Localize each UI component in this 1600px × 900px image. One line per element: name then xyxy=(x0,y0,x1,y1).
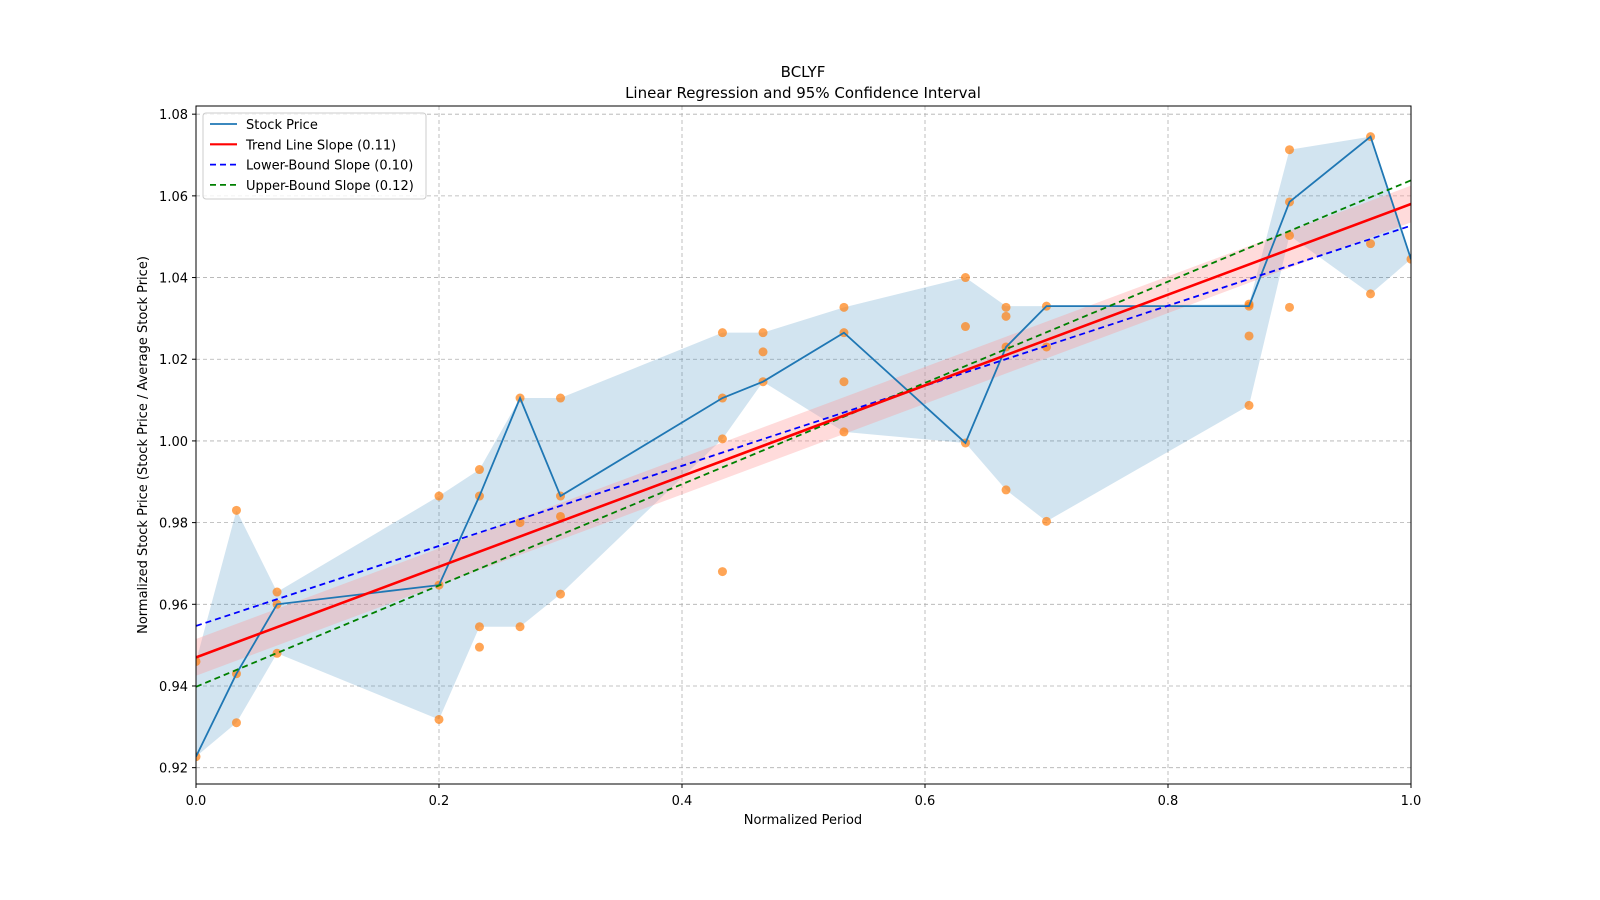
scatter-point xyxy=(1285,302,1294,312)
scatter-point xyxy=(272,587,282,597)
scatter-point xyxy=(758,347,768,357)
y-tick-label: 1.08 xyxy=(159,108,188,123)
x-tick-label: 0.8 xyxy=(1158,794,1179,809)
y-tick-label: 0.98 xyxy=(159,517,188,532)
y-tick-label: 0.94 xyxy=(159,680,188,695)
scatter-point xyxy=(960,322,970,332)
y-tick-label: 1.02 xyxy=(159,353,188,368)
scatter-point xyxy=(231,505,241,515)
scatter-point xyxy=(717,328,727,338)
scatter-point xyxy=(1285,230,1294,240)
scatter-point xyxy=(556,589,565,599)
y-tick-label: 1.00 xyxy=(159,435,188,450)
x-tick-label: 0.6 xyxy=(915,794,936,809)
range-band xyxy=(196,136,1411,757)
legend-item: Stock Price xyxy=(210,118,318,133)
y-tick-label: 0.92 xyxy=(159,762,188,777)
scatter-point xyxy=(196,656,201,666)
scatter-point xyxy=(839,302,849,312)
trend-line xyxy=(196,202,1411,659)
scatter-point xyxy=(1244,331,1254,341)
x-axis: 0.0 0.2 0.4 0.6 0.8 1.0 xyxy=(186,784,1422,809)
scatter-point xyxy=(1285,145,1294,155)
scatter-point xyxy=(434,491,444,501)
scatter-point xyxy=(474,642,484,652)
scatter-point xyxy=(1042,516,1051,526)
legend-item: Upper-Bound Slope (0.12) xyxy=(210,179,414,194)
scatter-point xyxy=(515,622,525,632)
scatter-point xyxy=(758,328,768,338)
x-tick-label: 0.2 xyxy=(429,794,450,809)
scatter-point xyxy=(434,714,444,724)
legend-label: Trend Line Slope (0.11) xyxy=(245,138,396,153)
lower-bound-line xyxy=(196,224,1411,627)
upper-bound-line xyxy=(196,179,1411,688)
scatter-point xyxy=(1366,289,1376,299)
legend-box xyxy=(202,112,427,200)
x-tick-label: 0.4 xyxy=(672,794,693,809)
plot-frame xyxy=(195,105,1412,785)
scatter-point xyxy=(1244,400,1254,410)
y-tick-label: 1.04 xyxy=(159,272,188,287)
legend-item: Lower-Bound Slope (0.10) xyxy=(210,159,413,174)
scatter-point xyxy=(1042,342,1051,352)
y-axis-label: Normalized Stock Price (Stock Price / Av… xyxy=(136,256,151,634)
scatter-point xyxy=(717,567,727,577)
scatter-point xyxy=(556,393,565,403)
chart-subtitle: Linear Regression and 95% Confidence Int… xyxy=(625,84,981,102)
y-axis: 0.92 0.94 0.96 0.98 1.00 1.02 1.04 1.06 1.08 xyxy=(159,108,196,777)
scatter-point xyxy=(474,465,484,475)
scatter-point xyxy=(1001,302,1011,312)
y-tick-label: 1.06 xyxy=(159,190,188,205)
chart-title: BCLYF xyxy=(781,63,826,81)
scatter-point xyxy=(515,518,525,528)
scatter-point xyxy=(272,648,282,658)
plot-area xyxy=(196,132,1411,762)
x-axis-label: Normalized Period xyxy=(744,813,862,828)
scatter-point xyxy=(717,434,727,444)
y-tick-label: 0.96 xyxy=(159,598,188,613)
scatter-point xyxy=(1001,485,1011,495)
scatter-point xyxy=(839,427,849,437)
legend-label: Stock Price xyxy=(246,118,318,133)
stock-price-line xyxy=(196,135,1411,758)
legend-item: Trend Line Slope (0.11) xyxy=(210,138,396,153)
scatter-point xyxy=(231,718,241,728)
scatter-point xyxy=(556,511,565,521)
scatter-point xyxy=(839,377,849,387)
scatter-point xyxy=(1001,311,1011,321)
legend-label: Lower-Bound Slope (0.10) xyxy=(246,159,413,174)
scatter-point xyxy=(960,273,970,283)
legend: Stock Price Trend Line Slope (0.11) Lower-… xyxy=(202,112,427,200)
legend-label: Upper-Bound Slope (0.12) xyxy=(246,179,414,194)
x-tick-label: 1.0 xyxy=(1401,794,1422,809)
x-tick-label: 0.0 xyxy=(186,794,207,809)
scatter-point xyxy=(1366,239,1376,249)
scatter-point xyxy=(474,622,484,632)
